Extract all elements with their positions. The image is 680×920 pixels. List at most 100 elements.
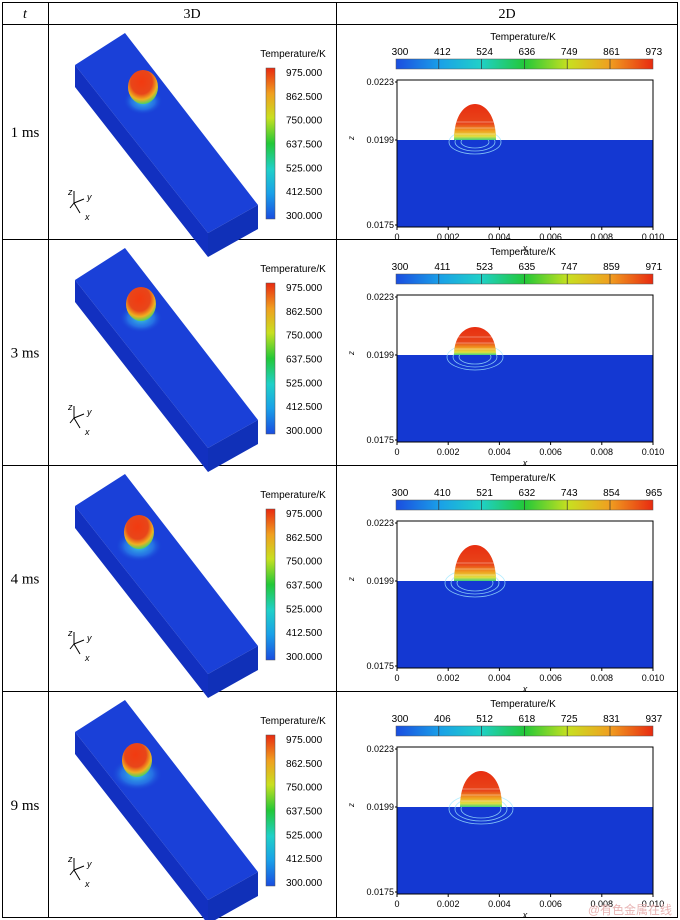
legend-3d: Temperature/K 975.000 862.500 750.000 637.50… (260, 264, 326, 437)
legend-3d-tick: 300.000 (286, 878, 323, 889)
y-tick-label: 0.0175 (366, 220, 394, 230)
triad-y-label: y (86, 407, 92, 417)
bar-2d-tick: 300 (392, 714, 409, 725)
result-row: 3 msz yxTemperature/K975.000862.500750.00… (11, 247, 664, 472)
legend-3d-tick: 637.500 (286, 807, 323, 818)
panel-2d: Temperature/K 300 410 521 632 743 854 965 0.0223… (347, 473, 664, 694)
time-label: 4 ms (11, 572, 40, 588)
slab-front-face (75, 65, 208, 257)
slab-side-face (208, 205, 258, 257)
bar-2d-tick: 743 (561, 488, 578, 499)
legend-3d-tick: 525.000 (286, 163, 323, 174)
y-axis-label: z (347, 136, 356, 141)
x-tick-label: 0.004 (488, 899, 511, 909)
substrate (397, 140, 653, 227)
bar-2d-tick: 831 (603, 714, 620, 725)
slab-side-face (208, 420, 258, 472)
result-rows: 1 msz yxTemperature/K975.000862.500750.00… (11, 32, 665, 920)
legend-3d-tick: 300.000 (286, 652, 323, 663)
bar-2d-tick: 410 (434, 488, 451, 499)
molten-droplet-3d (124, 515, 154, 549)
bar-2d-tick: 521 (476, 488, 493, 499)
legend-3d-tick: 412.500 (286, 187, 323, 198)
legend-3d-tick: 525.000 (286, 830, 323, 841)
triad-z-label: z (67, 187, 73, 197)
bar-2d-title: Temperature/K (490, 32, 556, 43)
y-tick-label: 0.0199 (366, 802, 394, 812)
bar-2d-tick: 300 (392, 488, 409, 499)
x-tick-label: 0.004 (488, 673, 511, 683)
result-row: 1 msz yxTemperature/K975.000862.500750.00… (11, 32, 665, 257)
triad-z-label: z (67, 854, 73, 864)
x-tick-label: 0 (394, 232, 399, 242)
x-tick-label: 0.008 (591, 899, 614, 909)
legend-3d-tick: 412.500 (286, 402, 323, 413)
bar-2d-tick: 854 (603, 488, 620, 499)
bar-2d-tick: 725 (561, 714, 578, 725)
bar-2d-tick: 632 (519, 488, 536, 499)
y-tick-label: 0.0223 (366, 77, 394, 87)
legend-3d-bar (265, 508, 276, 661)
watermark: @有色金属在线 (588, 902, 672, 917)
x-tick-label: 0.006 (539, 232, 562, 242)
panel-2d: Temperature/K 300 406 512 618 725 831 937 0.0223… (347, 699, 664, 920)
bar-2d-tick: 635 (519, 262, 536, 273)
header-t: t (23, 7, 28, 22)
legend-3d-bar (265, 734, 276, 887)
triad-z-label: z (67, 402, 73, 412)
x-axis-label: x (522, 910, 528, 920)
y-tick-label: 0.0175 (366, 435, 394, 445)
substrate (397, 581, 653, 668)
x-tick-label: 0.010 (642, 232, 665, 242)
bar-2d-tick: 512 (476, 714, 493, 725)
x-axis-label: x (522, 684, 528, 694)
legend-3d-title: Temperature/K (260, 716, 326, 727)
y-tick-label: 0.0199 (366, 576, 394, 586)
triad-x-label: x (84, 212, 90, 222)
result-row: 4 msz yxTemperature/K975.000862.500750.00… (11, 473, 664, 698)
legend-3d-tick: 300.000 (286, 426, 323, 437)
legend-3d-tick: 750.000 (286, 116, 323, 127)
panel-2d: Temperature/K 300 411 523 635 747 859 971 0.0223… (347, 247, 664, 468)
molten-droplet-3d (126, 287, 156, 321)
x-tick-label: 0.010 (642, 899, 665, 909)
legend-3d: Temperature/K 975.000 862.500 750.000 637.50… (260, 49, 326, 222)
slab-top-face (75, 248, 258, 448)
x-tick-label: 0 (394, 899, 399, 909)
axis-triad (69, 191, 85, 214)
molten-droplet-3d (122, 743, 152, 777)
triad-x-label: x (84, 879, 90, 889)
bar-2d-tick: 636 (519, 47, 536, 58)
x-tick-label: 0.004 (488, 232, 511, 242)
legend-3d-tick: 975.000 (286, 283, 323, 294)
bar-2d-tick: 937 (645, 714, 662, 725)
time-label: 3 ms (11, 346, 40, 362)
legend-3d-tick: 975.000 (286, 68, 323, 79)
x-axis-label: x (522, 458, 528, 468)
slab-top-face (75, 33, 258, 233)
bar-2d-tick: 411 (434, 262, 450, 273)
legend-3d-tick: 637.500 (286, 581, 323, 592)
legend-3d-tick: 525.000 (286, 604, 323, 615)
bar-2d-tick: 300 (392, 47, 409, 58)
panel-3d: z yx Temperature/K 975.000 862.500 750.000 637… (67, 700, 326, 920)
x-tick-label: 0.002 (437, 447, 460, 457)
legend-3d-tick: 862.500 (286, 759, 323, 770)
bar-2d-tick: 300 (392, 262, 409, 273)
x-tick-label: 0.010 (642, 673, 665, 683)
molten-droplet-3d (128, 70, 158, 104)
bar-2d-tick: 406 (434, 714, 451, 725)
x-tick-label: 0 (394, 673, 399, 683)
legend-3d-tick: 862.500 (286, 307, 323, 318)
x-tick-label: 0.002 (437, 673, 460, 683)
triad-x-label: x (84, 653, 90, 663)
x-tick-label: 0.004 (488, 447, 511, 457)
y-tick-label: 0.0223 (366, 518, 394, 528)
legend-3d-tick: 412.500 (286, 854, 323, 865)
substrate (397, 355, 653, 442)
legend-3d-bar (265, 67, 276, 220)
legend-3d-title: Temperature/K (260, 49, 326, 60)
legend-3d-tick: 862.500 (286, 533, 323, 544)
legend-3d-title: Temperature/K (260, 264, 326, 275)
